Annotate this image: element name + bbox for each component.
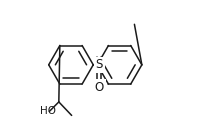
Text: O: O [95, 81, 104, 94]
Text: HO: HO [40, 106, 56, 116]
Text: S: S [96, 58, 103, 71]
